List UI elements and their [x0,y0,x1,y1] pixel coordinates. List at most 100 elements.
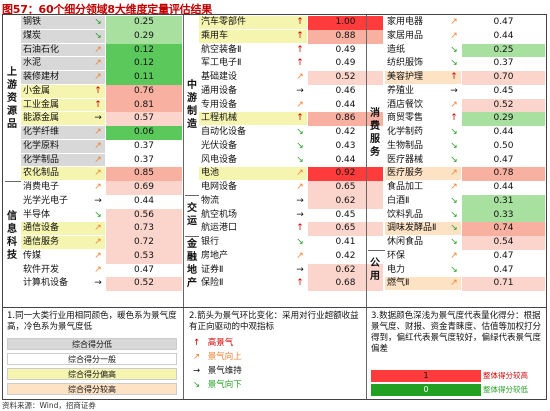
score-value: 0.54 [461,236,545,250]
score-value: 0.49 [307,57,383,71]
trend-arrow-icon: ↗ [296,168,304,179]
trend-arrow-icon: ↗ [450,168,458,179]
score-value: 0.44 [307,98,383,113]
score-value: 0.65 [307,181,383,195]
sector-name: 能源金属 [23,113,60,124]
table-row: 军工电子Ⅱ ↑ 0.49 [199,57,383,71]
sector-name: 白酒Ⅱ [387,195,410,206]
trend-arrow-icon: ↘ [450,44,458,55]
notes-panel: 1.同一大类行业用相同颜色，暖色系为景气度高，冷色系为景气度低 综合得分低 综合得分… [2,308,547,400]
sector-name: 钢铁 [23,17,42,27]
section-label: 信息科技 [7,211,17,261]
table-row: 通信服务 ↗ 0.72 [21,236,182,250]
sector-name: 造纸 [387,44,406,55]
table-row: 家居用品 ↗ 0.44 [385,29,545,44]
sector-name: 水泥 [23,58,42,69]
trend-arrow-icon: → [94,195,102,206]
trend-arrow-icon: ↗ [296,182,304,192]
trend-arrow-icon: ↗ [193,352,201,362]
trend-arrow-icon: ↘ [296,237,304,247]
score-value: 0.69 [105,181,182,195]
legend-swatch: 综合得分较高 [7,383,177,395]
arrow-legend-item: ↑ 高景气 [193,338,353,349]
score-value: 0.76 [105,84,182,99]
trend-arrow-icon: ↗ [94,127,102,137]
table-row: 半导体 ↘ 0.56 [21,208,182,223]
section-label: 交运 [187,203,197,228]
score-value: 0.37 [105,153,182,168]
table-row: 调味发酵品Ⅱ ↘ 0.74 [385,222,545,236]
score-value: 0.56 [105,208,182,223]
score-value: 0.42 [307,126,383,140]
trend-arrow-icon: ↗ [94,250,102,261]
table-row: 航运港口 ↑ 0.65 [199,222,383,236]
sector-name: 小金属 [23,85,51,96]
notes-divider [183,308,184,399]
sector-name: 证券Ⅱ [201,264,224,275]
sector-name: 电网设备 [201,182,238,192]
trend-arrow-icon: ↑ [94,99,102,110]
score-value: 0.88 [307,29,383,44]
arrow-legend-label: 高景气 [205,338,234,348]
table-row: 基础建设 ↗ 0.52 [199,71,383,85]
sector-name: 调味发酵品Ⅱ [387,223,437,234]
sector-name: 化学原料 [23,140,60,151]
score-value: 0.68 [307,277,383,291]
trend-arrow-icon: ↑ [296,58,304,69]
trend-arrow-icon: ↘ [296,154,304,165]
sector-name: 汽车零部件 [201,17,247,27]
arrow-legend-item: → 景气维持 [193,366,353,377]
table-row: 燃气Ⅱ ↗ 0.71 [385,277,545,291]
score-value: 0.52 [105,277,182,291]
trend-arrow-icon: ↗ [450,278,458,289]
section-label: 金融地产 [187,238,197,289]
table-row: 光伏设备 ↘ 0.43 [199,139,383,154]
sector-name: 光学光电子 [23,195,69,206]
score-legend-label: 整体得分较高 [483,371,528,380]
table-row: 计算机设备 → 0.52 [21,277,182,291]
sector-name: 保险Ⅱ [201,278,224,289]
table-row: 养殖业 → 0.45 [385,84,545,99]
score-value: 0.31 [461,194,545,209]
sector-name: 乘用车 [201,30,229,41]
trend-arrow-icon: ↘ [450,195,458,206]
sector-name: 化学制品 [23,154,60,165]
table-row: 工业金属 ↑ 0.81 [21,98,182,113]
table-row: 房地产 ↗ 0.42 [199,249,383,264]
table-row: 航空装备Ⅱ ↑ 0.49 [199,43,383,58]
table-row: 小金属 ↑ 0.76 [21,84,182,99]
sector-name: 物流 [201,195,220,206]
score-value: 0.43 [307,139,383,154]
section-label: 公用 [370,258,380,283]
arrow-legend-label: 景气向下 [205,380,242,390]
table-row: 电力 ↘ 0.47 [385,263,545,278]
score-value: 0.11 [105,71,182,85]
score-value: 0.73 [105,222,182,236]
sector-name: 生物制品 [387,140,424,151]
sector-name: 石油石化 [23,44,60,55]
source-note: 资料来源：Wind，招商证券 [2,401,96,410]
trend-arrow-icon: ↗ [296,72,304,82]
table-row: 水泥 ↗ 0.12 [21,57,182,71]
trend-arrow-icon: ↘ [450,209,458,220]
sector-name: 军工电子Ⅱ [201,58,242,69]
table-row: 消费电子 ↗ 0.69 [21,181,182,195]
score-value: 0.29 [461,112,545,126]
score-value: 0.65 [307,222,383,236]
table-row: 农化制品 ↗ 0.85 [21,167,182,181]
sector-name: 半导体 [23,209,51,220]
sector-name: 酒店餐饮 [387,99,424,110]
sector-name: 软件开发 [23,264,60,275]
table-row: 风电设备 ↘ 0.44 [199,153,383,168]
score-value: 0.62 [307,263,383,278]
sector-name: 传媒 [23,250,42,261]
trend-arrow-icon: ↗ [450,182,458,192]
sector-name: 风电设备 [201,154,238,165]
table-row: 证券Ⅱ → 0.62 [199,263,383,278]
table-row: 化学原料 ↗ 0.37 [21,139,182,154]
table-row: 石油石化 ↗ 0.12 [21,43,182,58]
arrow-legend-item: ↘ 景气向下 [193,380,353,391]
sector-name: 工程机械 [201,113,238,124]
score-value: 0.50 [461,139,545,154]
